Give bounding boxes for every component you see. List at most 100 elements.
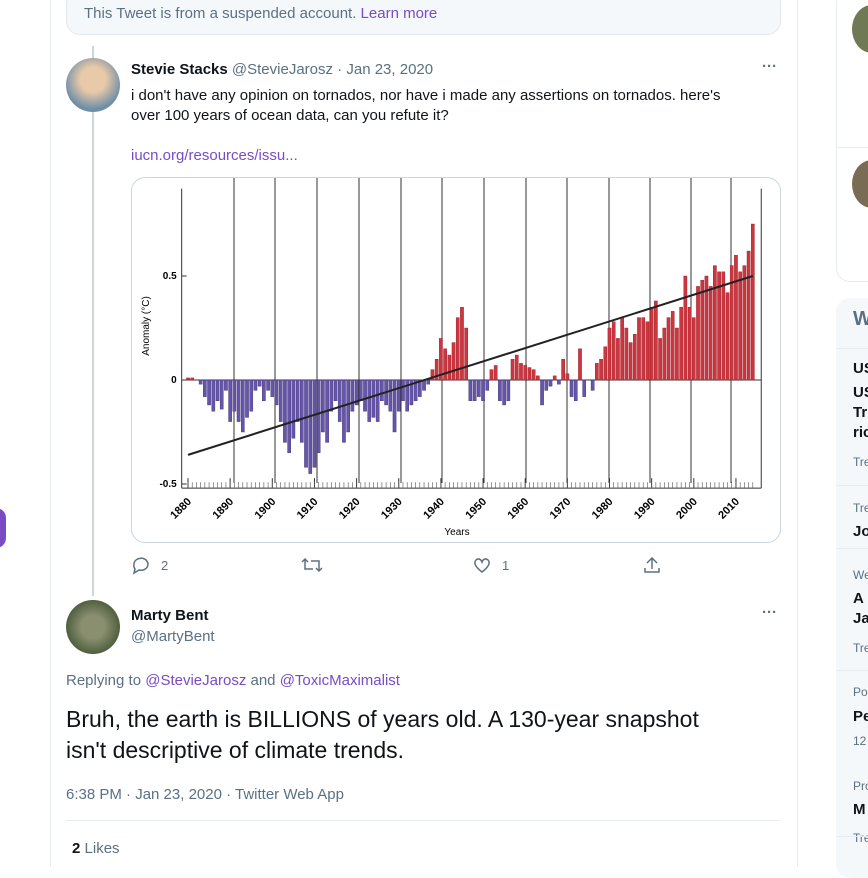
sidebar-text: ric [853,424,868,441]
bar [590,379,595,391]
avatar[interactable] [66,600,120,654]
bar [186,377,190,381]
mention[interactable]: @ToxicMaximalist [279,672,400,689]
bar [607,327,612,381]
bar [666,317,671,381]
y-axis-label: Anomaly (°C) [141,296,152,356]
reply-count: 2 [161,557,169,573]
bar [683,275,688,381]
bar [287,379,291,454]
text-line: Bruh, the earth is BILLIONS of years old… [66,706,699,732]
bar [519,363,523,381]
bar [337,379,342,422]
bar [616,338,620,381]
x-tick-label: 1960 [506,496,532,522]
sidebar-text: Ja [853,610,868,627]
bar [388,379,393,412]
bar [746,250,751,381]
bar [270,379,275,397]
bar [354,379,359,406]
bar [540,379,544,406]
reply-action[interactable]: 2 [131,555,168,575]
bar [468,379,473,401]
bar [363,379,367,412]
bar [240,379,245,433]
user-name[interactable]: Stevie Stacks [131,61,228,78]
share-action[interactable] [642,555,662,580]
bar [245,379,249,418]
media[interactable]: Anomaly (°C) Years -0.5 0 0.5 1880 1890 1900 1… [131,177,781,543]
bar [203,379,207,397]
replying-label: Replying to [66,672,142,689]
x-tick-label: 1890 [210,496,236,522]
compose-button[interactable] [0,508,6,548]
bar [443,348,447,381]
bar [367,379,372,422]
bar [578,348,582,381]
bar [628,342,633,381]
bar [257,379,262,387]
more-button[interactable]: ··· [762,604,777,621]
sidebar-text: Pe [853,708,868,725]
bar [274,379,279,406]
x-tick-label: 1950 [463,496,489,522]
y-tick-label: 0 [171,375,177,386]
thread-line [92,46,94,596]
tweet-header: Stevie Stacks @StevieJarosz · Jan 23, 20… [131,61,433,78]
y-tick-label: -0.5 [159,479,177,490]
bar [329,379,334,412]
learn-more[interactable]: Learn more [360,5,438,22]
bar [418,379,422,397]
tweet-meta[interactable]: 6:38 PM · Jan 23, 2020 · Twitter Web App [66,786,344,803]
bar [249,379,254,412]
bar [649,306,654,381]
bar [561,358,565,381]
retweet-action[interactable] [301,555,323,580]
bar [295,379,300,422]
likes-count: 2 [72,840,81,857]
bar [422,379,426,391]
more-button[interactable]: ··· [762,58,777,75]
bar [321,379,325,433]
bar [333,379,338,401]
bar [439,338,443,381]
tweet-date[interactable]: Jan 23, 2020 [346,61,434,78]
divider [836,485,868,486]
bar [304,379,308,468]
bar [253,379,258,391]
user-handle[interactable]: @MartyBent [131,628,215,645]
bar [300,379,304,443]
x-tick-label: 1970 [548,496,574,522]
bar [426,379,431,385]
bar [498,379,502,401]
bar [460,306,464,381]
bar [371,379,376,418]
avatar[interactable] [66,58,120,112]
bar [641,317,646,381]
bar [582,379,587,397]
tweet-text: i don't have any opinion on tornados, no… [131,86,720,126]
mention[interactable]: @StevieJarosz [145,672,247,689]
bar [569,379,574,397]
bar [396,379,401,412]
bar [464,327,468,381]
trends-box: W US US Tr ric Tre Tre Jo We A Ja Tre Po Pe 12 Pro M Tre [836,298,868,878]
bar [409,379,414,406]
bar [392,379,397,433]
like-action[interactable]: 1 [472,555,509,575]
bar [531,369,536,381]
tweet-link[interactable]: iucn.org/resources/issu... [131,147,298,164]
user-handle[interactable]: @StevieJarosz [231,61,334,78]
x-tick-label: 1880 [168,496,194,522]
bar [198,379,203,385]
bar [401,379,405,401]
bar [236,379,241,422]
likes-summary[interactable]: 2 Likes [72,840,120,857]
text-line: isn't descriptive of climate trends. [66,737,405,763]
user-name[interactable]: Marty Bent [131,607,209,624]
bar [654,300,658,381]
bar [224,379,228,391]
bar [283,379,287,443]
bar [219,379,224,410]
bar [375,379,380,422]
